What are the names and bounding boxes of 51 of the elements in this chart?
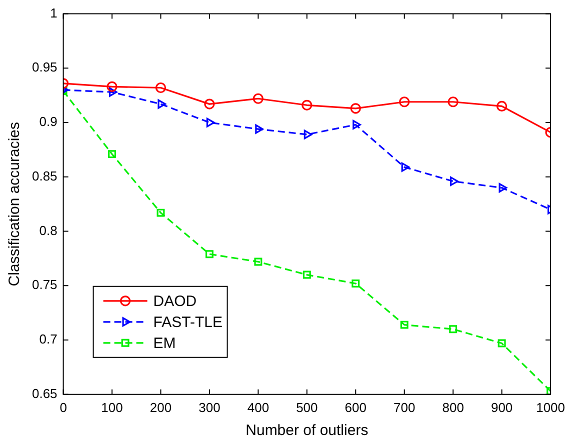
x-tick-label: 900: [490, 400, 513, 415]
point: [450, 176, 458, 186]
x-tick-label: 1000: [536, 400, 565, 415]
x-tick-label: 600: [344, 400, 366, 415]
point: [448, 96, 458, 108]
point: [401, 162, 410, 172]
point: [108, 150, 116, 158]
x-tick-label: 100: [101, 400, 123, 415]
x-axis-title: Number of outliers: [246, 422, 368, 440]
point: [449, 325, 458, 334]
point: [204, 98, 215, 110]
point: [399, 96, 410, 108]
point: [400, 320, 408, 329]
point: [205, 250, 214, 258]
point: [206, 118, 215, 128]
y-tick-label: 1: [50, 5, 58, 20]
x-tick-label: 0: [60, 400, 67, 415]
y-tick-label: 0.75: [32, 277, 58, 292]
point: [302, 270, 311, 279]
point: [498, 339, 506, 348]
y-tick-label: 0.8: [39, 222, 58, 238]
y-tick-label: 0.7: [39, 332, 58, 347]
y-tick-label: 0.85: [32, 168, 58, 184]
y-axis-title: Classification accuracies: [6, 122, 24, 286]
x-tick-label: 800: [442, 400, 464, 415]
x-tick-label: 400: [247, 400, 270, 415]
legend-label: FAST-TLE: [153, 314, 222, 332]
legend-label: DAOD: [153, 293, 197, 310]
point: [155, 82, 166, 94]
point: [158, 99, 166, 109]
point: [496, 100, 508, 112]
point: [302, 100, 312, 110]
y-tick-label: 0.9: [39, 114, 58, 130]
x-tick-label: 200: [150, 400, 172, 415]
point: [252, 93, 264, 104]
legend-label: EM: [153, 335, 176, 352]
x-tick-label: 500: [296, 400, 318, 415]
point: [255, 124, 264, 134]
point: [498, 183, 508, 192]
x-tick-label: 300: [198, 400, 220, 415]
point: [350, 103, 361, 114]
point: [352, 120, 361, 130]
point: [156, 208, 165, 217]
point: [108, 87, 118, 97]
y-tick-label: 0.95: [32, 60, 58, 75]
point: [254, 258, 262, 266]
y-tick-label: 0.65: [32, 386, 58, 401]
x-tick-label: 700: [394, 400, 416, 415]
point: [304, 130, 312, 140]
point: [106, 81, 118, 92]
point: [352, 280, 360, 288]
